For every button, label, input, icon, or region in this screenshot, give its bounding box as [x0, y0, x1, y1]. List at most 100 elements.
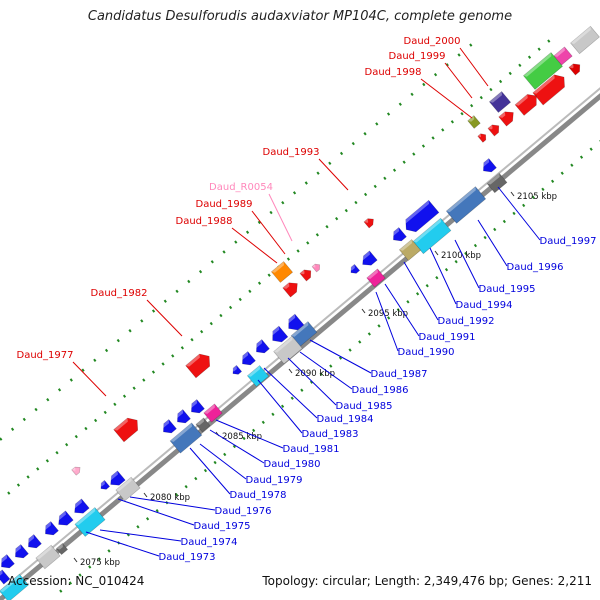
gene-top-3[interactable]: [523, 52, 563, 90]
gene-bottom-30[interactable]: [74, 507, 106, 537]
gene-top-7[interactable]: [498, 108, 517, 127]
gene-label-daud-1994[interactable]: Daud_1994: [456, 300, 513, 311]
scale-label: 2080 kbp: [150, 493, 190, 503]
gene-label-daud-1991[interactable]: Daud_1991: [419, 332, 476, 343]
gene-bottom-2[interactable]: [445, 186, 487, 224]
gene-top-11[interactable]: [363, 216, 376, 229]
gene-label-daud-1973[interactable]: Daud_1973: [159, 552, 216, 563]
tick-row-outer: [0, 43, 473, 441]
gene-top-12[interactable]: [270, 261, 294, 283]
gene-bottom-6[interactable]: [398, 239, 422, 261]
gene-label-daud-1995[interactable]: Daud_1995: [479, 284, 536, 295]
gene-label-daud-1984[interactable]: Daud_1984: [317, 414, 374, 425]
gene-bottom-20[interactable]: [159, 419, 177, 437]
gene-top-6[interactable]: [488, 91, 512, 113]
gene-label-daud-1997[interactable]: Daud_1997: [540, 236, 597, 247]
tick-row-bottom: [59, 140, 600, 593]
leader-line: [117, 498, 195, 526]
gene-bottom-25[interactable]: [115, 476, 141, 502]
gene-label-daud-1990[interactable]: Daud_1990: [398, 347, 455, 358]
gene-label-daud-2000[interactable]: Daud_2000: [404, 36, 461, 47]
leader-line: [257, 379, 303, 434]
gene-label-daud-1985[interactable]: Daud_1985: [336, 401, 393, 412]
gene-bottom-26[interactable]: [98, 479, 111, 491]
gene-label-daud-1983[interactable]: Daud_1983: [302, 429, 359, 440]
gene-bottom-37[interactable]: [0, 569, 11, 585]
gene-label-daud-1992[interactable]: Daud_1992: [438, 316, 495, 327]
gene-label-daud-1988[interactable]: Daud_1988: [176, 216, 233, 227]
gene-label-daud-1975[interactable]: Daud_1975: [194, 521, 251, 532]
gene-top-16[interactable]: [185, 350, 215, 379]
gene-bottom-1[interactable]: [486, 172, 508, 194]
gene-label-daud-1986[interactable]: Daud_1986: [352, 385, 409, 396]
topology-label: Topology: circular; Length: 2,349,476 bp…: [262, 574, 592, 588]
gene-bottom-11[interactable]: [284, 313, 305, 334]
gene-bottom-22[interactable]: [169, 422, 203, 454]
gene-label-daud-1996[interactable]: Daud_1996: [507, 262, 564, 273]
gene-top-15[interactable]: [311, 262, 322, 273]
gene-top-4[interactable]: [532, 71, 569, 106]
gene-top-5[interactable]: [514, 91, 541, 116]
gene-label-daud-1977[interactable]: Daud_1977: [17, 350, 74, 361]
gene-label-daud-1982[interactable]: Daud_1982: [91, 288, 148, 299]
leader-line: [477, 219, 508, 267]
gene-top-13[interactable]: [282, 279, 301, 298]
gene-bottom-31[interactable]: [24, 534, 42, 552]
gene-bottom-35[interactable]: [0, 554, 15, 572]
gene-label-daud-1993[interactable]: Daud_1993: [263, 147, 320, 158]
scale-label: 2075 kbp: [80, 558, 120, 568]
gene-bottom-8[interactable]: [348, 263, 361, 275]
gene-bottom-33[interactable]: [35, 544, 61, 570]
gene-bottom-27[interactable]: [70, 498, 90, 517]
gene-bottom-18[interactable]: [187, 399, 205, 417]
gene-label-daud-1998[interactable]: Daud_1998: [365, 67, 422, 78]
gene-bottom-12[interactable]: [268, 325, 289, 346]
gene-bottom-19[interactable]: [173, 409, 191, 427]
gene-top-0[interactable]: [570, 25, 600, 55]
gene-bottom-24[interactable]: [106, 470, 126, 489]
leader-line: [231, 227, 278, 264]
gene-bottom-9[interactable]: [366, 268, 386, 288]
gene-top-14[interactable]: [299, 267, 314, 282]
gene-bottom-15[interactable]: [238, 351, 256, 369]
gene-label-daud-1978[interactable]: Daud_1978: [230, 490, 287, 501]
leader-line: [129, 496, 216, 511]
leader-line: [429, 247, 457, 305]
gene-top-17[interactable]: [113, 414, 143, 443]
gene-label-daud-1981[interactable]: Daud_1981: [283, 444, 340, 455]
gene-label-daud-1979[interactable]: Daud_1979: [246, 475, 303, 486]
gene-label-daud-r0054[interactable]: Daud_R0054: [209, 182, 273, 193]
gene-bottom-13[interactable]: [252, 339, 270, 357]
gene-top-10[interactable]: [477, 132, 489, 143]
gene-top-9[interactable]: [467, 115, 481, 129]
gene-bottom-14[interactable]: [273, 335, 303, 365]
gene-bottom-36[interactable]: [0, 573, 29, 600]
leader-line: [318, 158, 349, 191]
leader-line: [251, 210, 286, 255]
gene-top-8[interactable]: [487, 122, 502, 137]
gene-label-daud-1989[interactable]: Daud_1989: [196, 199, 253, 210]
gene-bottom-32[interactable]: [11, 544, 29, 562]
gene-top-2[interactable]: [568, 61, 583, 76]
gene-label-daud-1976[interactable]: Daud_1976: [215, 506, 272, 517]
gene-bottom-28[interactable]: [54, 510, 74, 529]
gene-label-daud-1974[interactable]: Daud_1974: [181, 537, 238, 548]
gene-bottom-16[interactable]: [230, 364, 243, 376]
gene-bottom-17[interactable]: [246, 365, 270, 387]
gene-label-daud-1987[interactable]: Daud_1987: [371, 369, 428, 380]
leader-line: [444, 62, 473, 99]
gene-top-18[interactable]: [71, 465, 83, 476]
gene-bottom-23[interactable]: [195, 417, 211, 433]
gene-bottom-0[interactable]: [479, 158, 497, 176]
scale-label: 2090 kbp: [295, 369, 335, 379]
leader-line: [309, 339, 372, 374]
gene-label-daud-1999[interactable]: Daud_1999: [389, 51, 446, 62]
gene-bottom-3[interactable]: [401, 199, 440, 235]
gene-bottom-7[interactable]: [358, 250, 378, 269]
gene-label-daud-1980[interactable]: Daud_1980: [264, 459, 321, 470]
gene-bottom-29[interactable]: [41, 521, 59, 539]
leader-line: [146, 299, 183, 337]
gene-bottom-5[interactable]: [389, 227, 407, 245]
gene-bottom-21[interactable]: [203, 403, 223, 423]
gene-bottom-34[interactable]: [55, 542, 69, 556]
